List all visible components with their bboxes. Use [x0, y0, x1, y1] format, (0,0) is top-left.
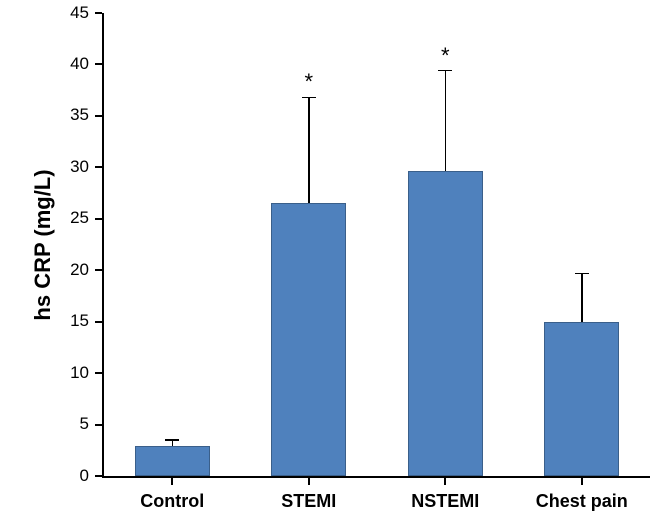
error-bar-cap — [165, 439, 179, 441]
plot-area — [104, 13, 650, 476]
error-bar-cap — [438, 70, 452, 72]
y-tick-label: 35 — [0, 105, 89, 125]
error-bar-line — [172, 440, 174, 446]
y-tick — [95, 12, 102, 14]
bar — [544, 322, 619, 476]
y-tick — [95, 166, 102, 168]
y-tick-label: 10 — [0, 363, 89, 383]
x-tick — [171, 478, 173, 485]
crp-bar-chart: hs CRP (mg/L) 051015202530354045ControlS… — [0, 0, 662, 528]
y-tick — [95, 321, 102, 323]
x-tick — [308, 478, 310, 485]
category-label: STEMI — [241, 491, 378, 512]
y-tick-label: 40 — [0, 54, 89, 74]
bar — [408, 171, 483, 476]
error-bar-line — [445, 71, 447, 172]
y-tick — [95, 475, 102, 477]
significance-marker: * — [425, 43, 465, 69]
y-tick-label: 5 — [0, 414, 89, 434]
y-tick-label: 45 — [0, 3, 89, 23]
y-tick-label: 25 — [0, 208, 89, 228]
y-tick-label: 20 — [0, 260, 89, 280]
category-label: NSTEMI — [377, 491, 514, 512]
y-tick — [95, 63, 102, 65]
significance-marker: * — [289, 69, 329, 95]
bar — [135, 446, 210, 476]
y-tick — [95, 424, 102, 426]
bar — [271, 203, 346, 476]
x-tick — [444, 478, 446, 485]
error-bar-line — [581, 273, 583, 321]
category-label: Chest pain — [514, 491, 651, 512]
y-tick — [95, 218, 102, 220]
y-tick-label: 30 — [0, 157, 89, 177]
y-tick-label: 0 — [0, 466, 89, 486]
error-bar-line — [308, 97, 310, 203]
y-tick — [95, 269, 102, 271]
error-bar-cap — [302, 97, 316, 99]
y-axis-line — [102, 13, 104, 478]
x-tick — [581, 478, 583, 485]
category-label: Control — [104, 491, 241, 512]
y-tick — [95, 115, 102, 117]
error-bar-cap — [575, 273, 589, 275]
y-tick-label: 15 — [0, 311, 89, 331]
y-tick — [95, 372, 102, 374]
x-axis-line — [102, 476, 650, 478]
